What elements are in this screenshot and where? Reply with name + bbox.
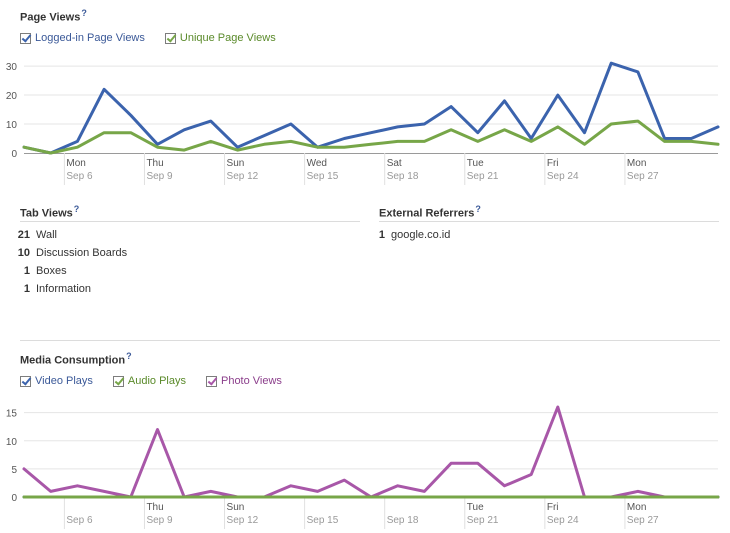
legend-audio-plays[interactable]: Audio Plays (112, 375, 186, 387)
series-line-photo-views (22, 405, 720, 499)
x-tick-date-label: Sep 24 (547, 515, 579, 526)
checkbox-checked-icon[interactable] (20, 375, 31, 387)
external-referrers-list: 1 google.co.id (373, 226, 450, 244)
x-tick-day-label: Fri (547, 502, 559, 513)
x-tick-day-label: Fri (547, 158, 559, 169)
help-icon[interactable]: ? (81, 8, 87, 18)
y-tick-label: 0 (11, 149, 17, 160)
x-tick-date-label: Sep 12 (227, 171, 259, 182)
help-icon[interactable]: ? (73, 204, 80, 214)
y-tick-label: 10 (6, 120, 18, 131)
divider (20, 340, 720, 341)
legend-unique-page-views[interactable]: Unique Page Views (164, 32, 276, 44)
tab-views-list: 21 Wall 10 Discussion Boards 1 Boxes 1 I… (14, 226, 127, 298)
x-tick-day-label: Mon (66, 158, 85, 169)
divider (20, 221, 360, 222)
y-tick-label: 5 (11, 465, 17, 476)
checkbox-checked-icon[interactable] (205, 375, 217, 387)
x-tick-day-label: Sun (227, 502, 245, 513)
media-consumption-chart: 0 5 10 15 Sep 6 Thu Sep 9 Sun Sep 12 Sep 15 Sep 18… (6, 405, 720, 529)
series-line-logged-in-page-views (22, 61, 720, 155)
list-item: 1 google.co.id (378, 229, 451, 241)
legend-logged-in-page-views[interactable]: Logged-in Page Views (20, 32, 145, 44)
x-tick-date-label: Sep 18 (387, 171, 419, 182)
y-tick-label: 10 (6, 437, 18, 448)
external-referrers-title: External Referrers? (379, 204, 481, 220)
page-views-title: Page Views? (20, 8, 87, 24)
x-tick-date-label: Sep 6 (66, 515, 93, 526)
x-tick-day-label: Mon (627, 502, 646, 513)
x-tick-day-label: Tue (467, 502, 484, 513)
x-tick-date-label: Sep 24 (547, 171, 579, 182)
list-item: 1 Information (23, 283, 92, 295)
x-tick-day-label: Wed (307, 158, 327, 169)
x-tick-day-label: Sun (227, 158, 245, 169)
x-tick-date-label: Sep 27 (627, 171, 659, 182)
list-item: 10 Discussion Boards (17, 247, 128, 259)
checkbox-checked-icon[interactable] (112, 375, 124, 387)
tab-views-title: Tab Views? (20, 204, 80, 220)
help-icon[interactable]: ? (126, 351, 132, 361)
x-tick-date-label: Sep 27 (627, 515, 659, 526)
x-tick-date-label: Sep 21 (467, 171, 499, 182)
y-tick-label: 0 (11, 493, 17, 504)
legend-video-plays[interactable]: Video Plays (20, 375, 93, 387)
media-consumption-title: Media Consumption? (20, 351, 132, 367)
x-tick-day-label: Mon (627, 158, 646, 169)
x-tick-date-label: Sep 9 (146, 171, 173, 182)
checkbox-checked-icon[interactable] (20, 32, 31, 44)
series-line-unique-page-views (22, 119, 720, 155)
x-tick-day-label: Thu (146, 158, 163, 169)
x-tick-date-label: Sep 15 (307, 515, 339, 526)
x-tick-day-label: Tue (467, 158, 484, 169)
media-legend: Video Plays Audio Plays Photo Views (20, 375, 302, 387)
page-views-legend: Logged-in Page Views Unique Page Views (20, 32, 296, 44)
x-tick-day-label: Sat (387, 158, 402, 169)
divider (379, 221, 719, 222)
list-item: 21 Wall (17, 229, 57, 241)
y-tick-label: 15 (6, 409, 18, 420)
list-item: 1 Boxes (23, 265, 67, 277)
x-tick-date-label: Sep 15 (307, 171, 339, 182)
x-tick-day-label: Thu (146, 502, 163, 513)
help-icon[interactable]: ? (475, 204, 481, 214)
legend-photo-views[interactable]: Photo Views (205, 375, 282, 387)
x-tick-date-label: Sep 18 (387, 515, 419, 526)
x-tick-date-label: Sep 12 (227, 515, 259, 526)
y-tick-label: 30 (6, 62, 18, 73)
y-tick-label: 20 (6, 91, 18, 102)
x-tick-date-label: Sep 21 (467, 515, 499, 526)
checkbox-checked-icon[interactable] (164, 32, 176, 44)
x-tick-date-label: Sep 6 (66, 171, 93, 182)
page-views-chart: 0 10 20 30 Mon Sep 6 Thu Sep 9 Sun Sep 12 Wed Sep 1… (6, 61, 720, 185)
x-tick-date-label: Sep 9 (146, 515, 173, 526)
